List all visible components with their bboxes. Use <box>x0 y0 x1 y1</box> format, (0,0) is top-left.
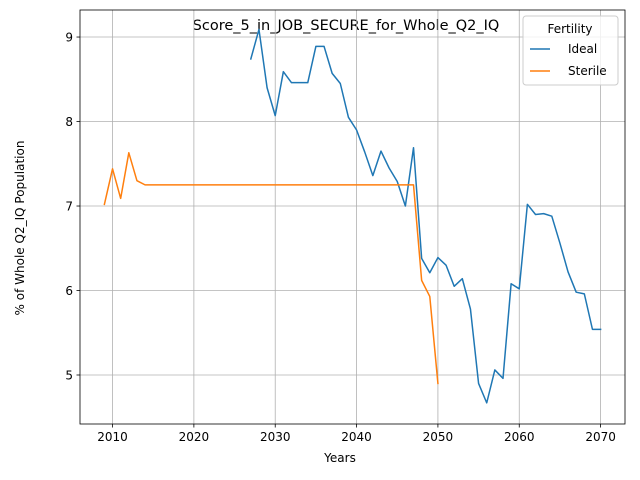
x-tick-label: 2040 <box>341 430 372 444</box>
legend-label-ideal: Ideal <box>568 42 597 56</box>
legend-box <box>522 15 619 86</box>
x-tick-label: 2010 <box>97 430 128 444</box>
x-tick-label: 2030 <box>260 430 291 444</box>
y-tick-label: 7 <box>65 200 73 214</box>
series-line-ideal <box>249 28 602 404</box>
x-tick-label: 2050 <box>423 430 454 444</box>
grid <box>80 10 625 424</box>
y-tick-label: 8 <box>65 115 73 129</box>
x-tick-label: 2020 <box>179 430 210 444</box>
x-tick-label: 2070 <box>585 430 616 444</box>
y-tick-label: 5 <box>65 368 73 382</box>
series-line-sterile <box>103 152 439 385</box>
legend: Fertility Ideal Sterile <box>522 15 619 86</box>
x-axis-label: Years <box>323 451 356 465</box>
x-tick-label: 2060 <box>504 430 535 444</box>
y-tick-label: 9 <box>65 31 73 45</box>
y-axis-label: % of Whole Q2_IQ Population <box>13 141 27 316</box>
series-lines <box>103 28 602 404</box>
legend-label-sterile: Sterile <box>568 64 607 78</box>
chart-title: Score_5_in_JOB_SECURE_for_Whole_Q2_IQ <box>193 18 500 34</box>
plot-frame <box>79 9 626 425</box>
axis-ticks: 2010 2020 2030 2040 2050 2060 2070 5 6 7 8 9 <box>65 31 616 444</box>
legend-title: Fertility <box>547 22 592 36</box>
y-tick-label: 6 <box>65 284 73 298</box>
